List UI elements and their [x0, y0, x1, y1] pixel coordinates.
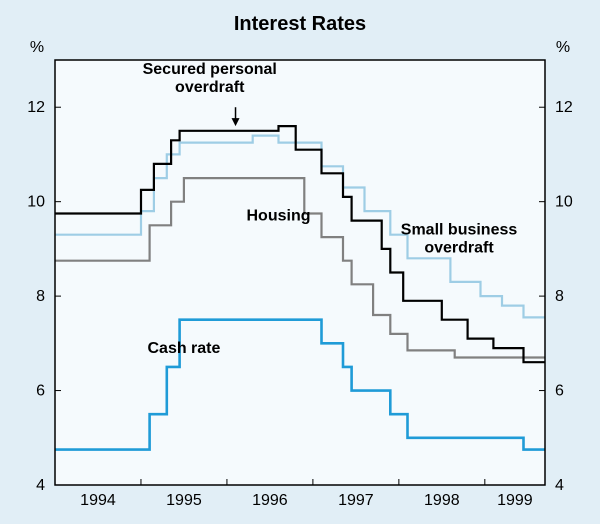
y-axis-label-left: % [30, 39, 44, 56]
label-housing: Housing [247, 208, 311, 225]
y-tick-left: 6 [36, 383, 45, 400]
y-tick-right: 6 [555, 383, 564, 400]
label-cash-rate: Cash rate [147, 340, 220, 357]
x-tick: 1996 [252, 492, 288, 509]
y-tick-left: 12 [27, 99, 45, 116]
y-tick-right: 12 [555, 99, 573, 116]
x-tick: 1998 [424, 492, 460, 509]
chart-title: Interest Rates [234, 13, 366, 35]
y-tick-right: 8 [555, 288, 564, 305]
y-tick-left: 4 [36, 477, 45, 494]
x-tick: 1999 [497, 492, 533, 509]
y-tick-left: 10 [27, 194, 45, 211]
y-axis-label-right: % [556, 39, 570, 56]
chart-svg: Interest Rates 4 4 6 6 8 8 10 10 12 12%% 1994 1995 19… [0, 0, 600, 524]
y-tick-right: 10 [555, 194, 573, 211]
x-tick: 1997 [338, 492, 374, 509]
x-tick: 1994 [80, 492, 116, 509]
y-tick-left: 8 [36, 288, 45, 305]
y-tick-right: 4 [555, 477, 564, 494]
x-tick: 1995 [166, 492, 202, 509]
chart-container: Interest Rates 4 4 6 6 8 8 10 10 12 12%% 1994 1995 19… [0, 0, 600, 524]
